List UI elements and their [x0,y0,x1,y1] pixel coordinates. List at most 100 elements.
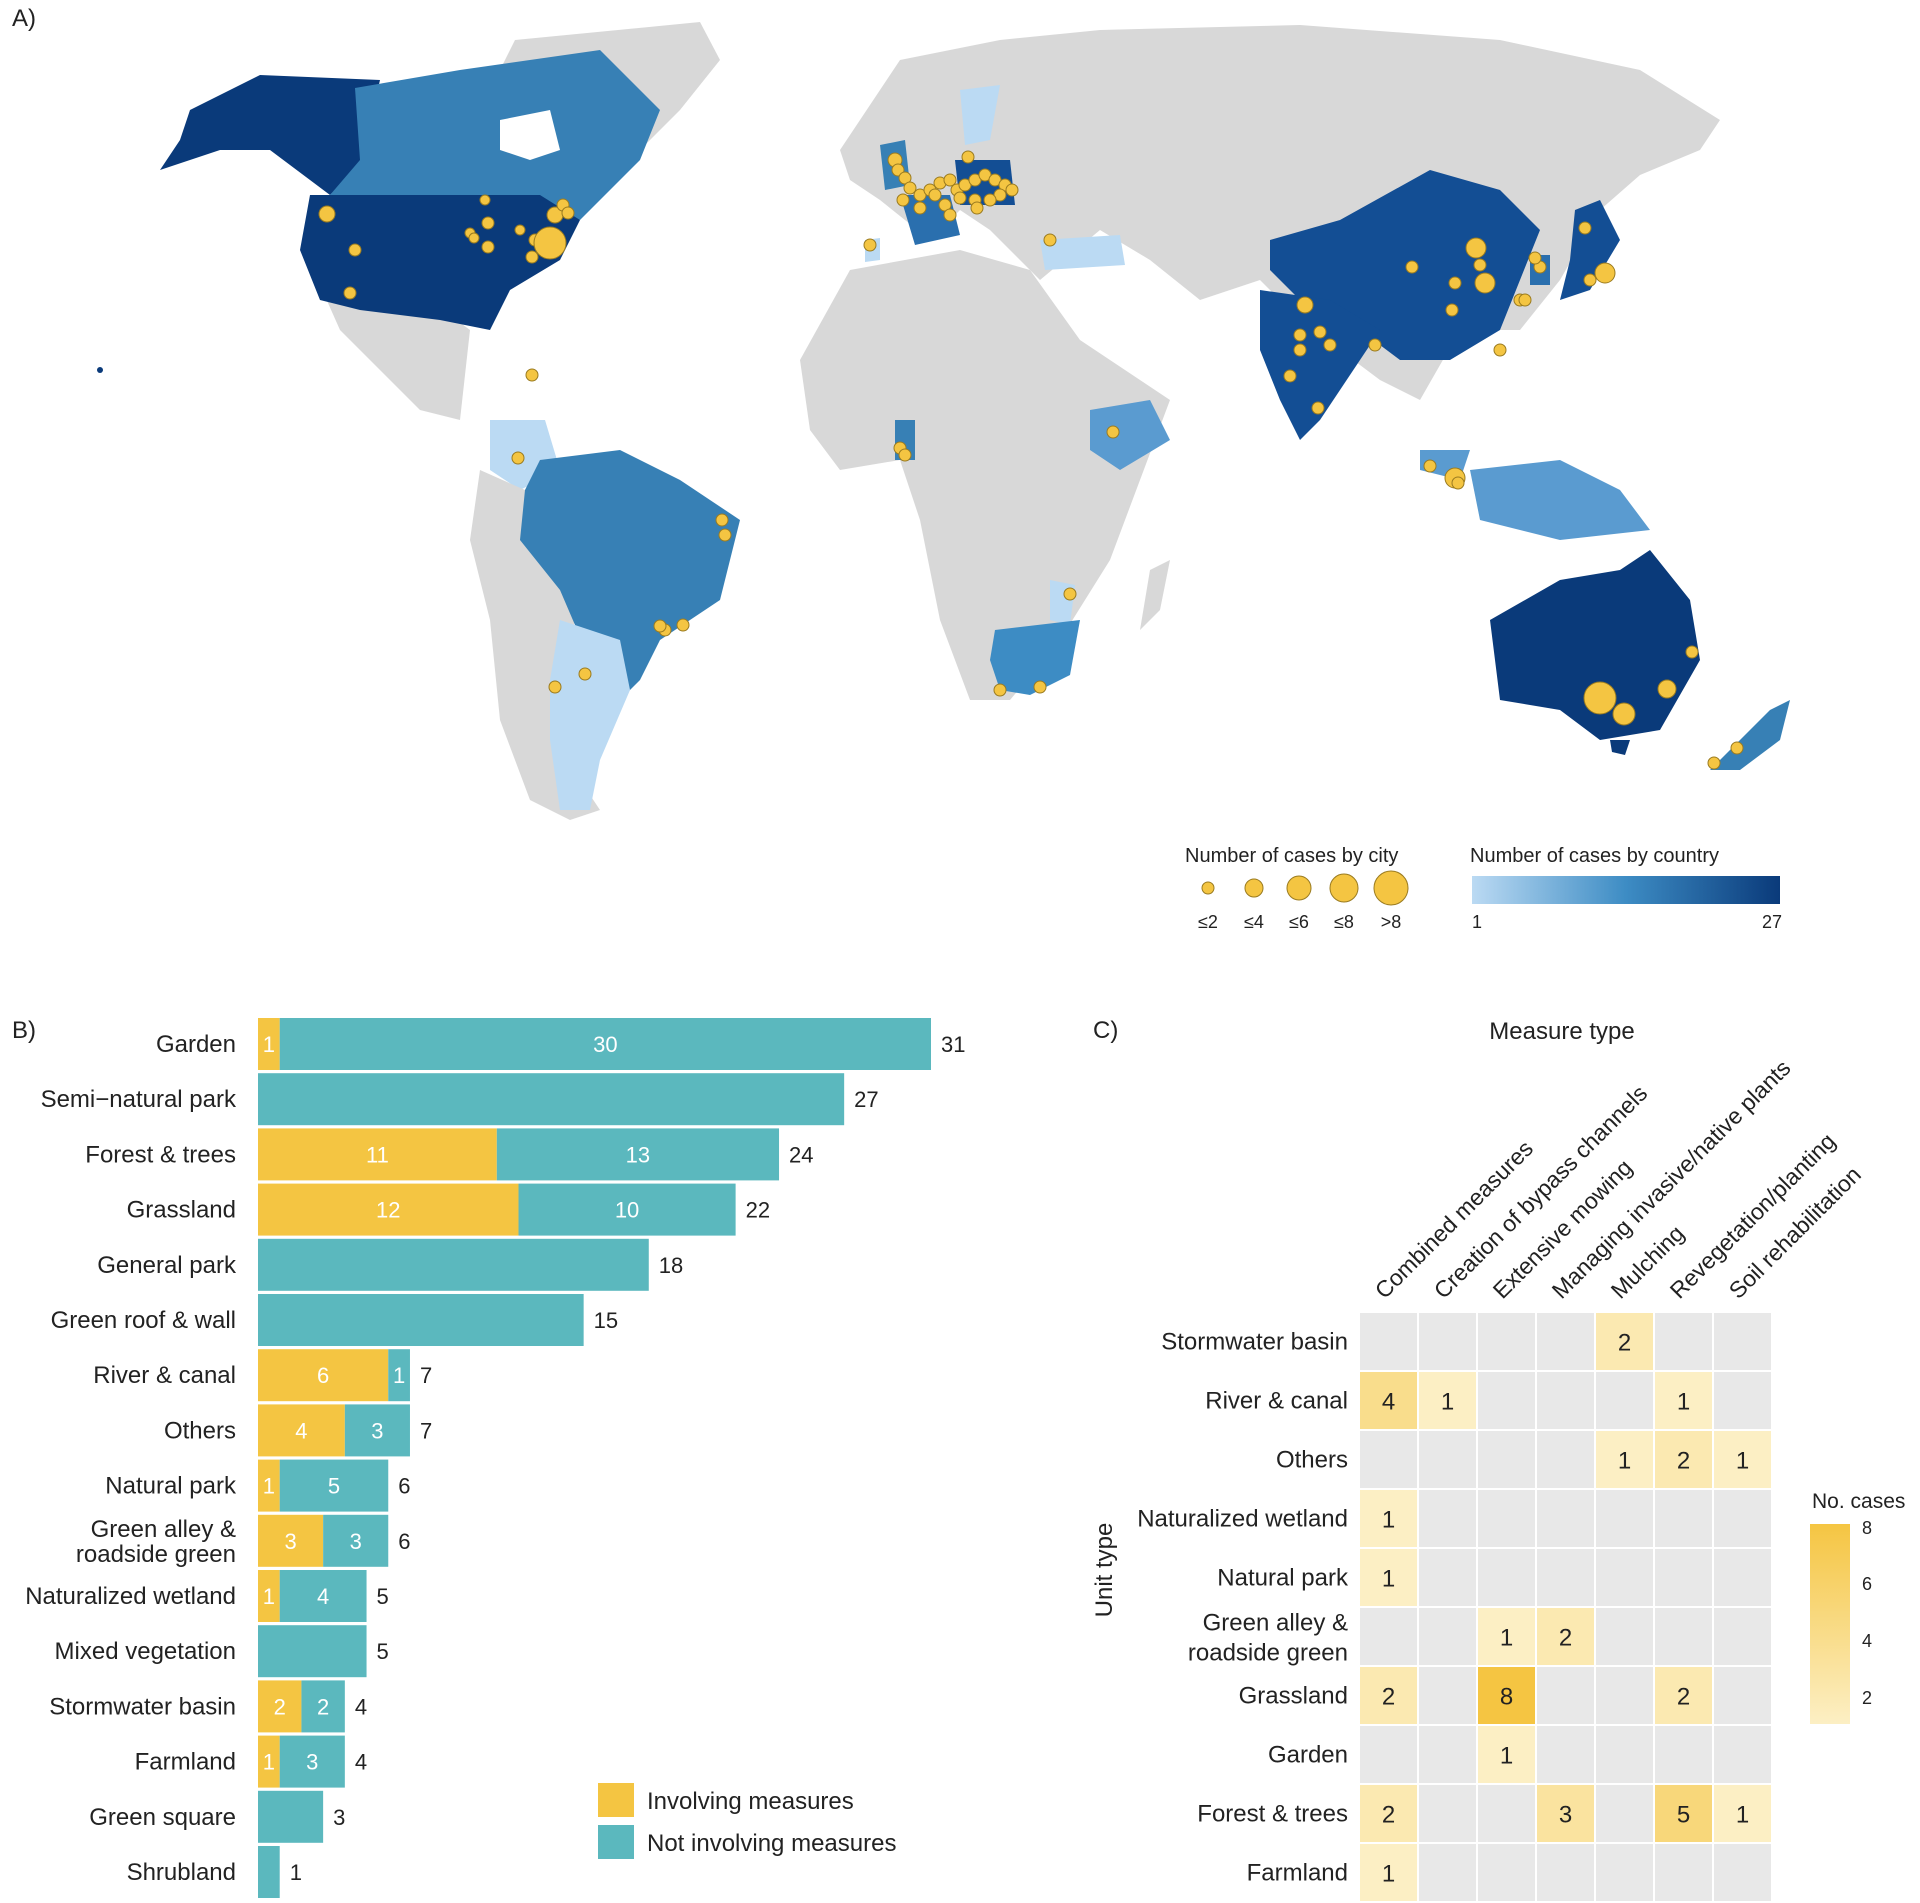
bar-segment-not-involving [258,1238,649,1291]
heatmap-cell-value: 2 [1677,1448,1690,1475]
panel-b-label: B) [12,1017,36,1044]
bar-segment-not-involving [258,1294,584,1346]
world-map [97,22,1790,820]
heatmap-chart: 2 4 1 1 1 2 1 1 1 1 2 2 8 2 1 2 3 5 1 1 Stormwater basin Rive… [1137,1055,1866,1903]
city-marker [898,448,912,462]
heatmap-cell-value: 1 [1618,1448,1631,1475]
heatmap-cell-value: 1 [1677,1389,1690,1416]
bar-segment-not-involving [301,1680,345,1733]
heatmap-cell [1655,1785,1712,1842]
heatmap-cell-value: 3 [1559,1802,1572,1829]
legend-city-label: ≤4 [1244,912,1264,932]
country-usa [300,195,580,330]
legend-city-label: ≤8 [1334,912,1354,932]
city-marker [1685,645,1699,659]
heatmap-cell-value: 1 [1736,1802,1749,1829]
bar-value-not-involving: 10 [615,1198,639,1223]
bar-value-not-involving: 30 [593,1032,617,1057]
bar-segment-not-involving [279,1735,345,1788]
city-marker [1528,251,1542,265]
bar-total-label: 24 [789,1142,813,1167]
bar-category-label: Mixed vegetation [55,1638,236,1665]
city-marker [970,201,984,215]
bar-category-label: Garden [156,1031,236,1058]
panel-a: A) [12,5,1790,932]
city-marker [1445,303,1459,317]
city-marker [903,181,917,195]
bar-value-involving: 4 [295,1418,307,1443]
heatmap-row-label: Grassland [1239,1683,1348,1710]
bar-category-label: Stormwater basin [49,1693,236,1720]
bar-category-label: Green roof & wall [51,1307,236,1334]
city-marker [318,205,336,223]
heatmap-cell-value: 2 [1677,1684,1690,1711]
heatmap-cell [1537,1785,1594,1842]
bar-total-label: 4 [355,1750,367,1775]
bar-segment-involving [258,1570,280,1622]
bar-total-label: 27 [854,1087,878,1112]
legend-country: Number of cases by country 1 27 [1470,845,1782,932]
country-argentina [550,620,630,810]
bar-segment-not-involving [496,1128,780,1181]
city-marker [511,451,525,465]
heatmap-legend-title: No. cases [1812,1490,1905,1513]
bar-value-not-involving: 3 [350,1529,362,1554]
bar-category-label: Naturalized wetland [25,1583,236,1610]
bar-segment-not-involving [258,1625,367,1678]
heatmap-cell-value: 5 [1677,1802,1690,1829]
bar-category-label: Shrubland [127,1859,236,1886]
heatmap-cell [1596,1313,1653,1370]
bar-value-not-involving: 13 [626,1142,650,1167]
bar-category-label: Natural park [105,1473,237,1500]
city-marker [896,193,910,207]
city-marker [514,224,526,236]
heatmap-row-label: Stormwater basin [1161,1329,1348,1356]
bar-category-label: Semi−natural park [41,1086,237,1113]
heatmap-legend-tick-label: 8 [1862,1518,1872,1538]
legend-country-title: Number of cases by country [1470,845,1719,867]
legend-city-circle [1201,881,1215,895]
heatmap-cell [1714,1431,1771,1488]
bar-segment-involving [258,1128,497,1181]
heatmap-cell [1655,1667,1712,1724]
bar-value-involving: 11 [366,1142,389,1167]
heatmap-cell [1360,1549,1417,1606]
city-marker [913,201,927,215]
city-marker [943,173,957,187]
legend-city-label: >8 [1381,912,1402,932]
heatmap-legend-gradient [1810,1524,1850,1724]
bar-total-label: 18 [659,1253,683,1278]
heatmap-cell-value: 1 [1736,1448,1749,1475]
city-marker [1657,679,1677,699]
legend-city-circle [1329,873,1359,903]
city-marker [1405,260,1419,274]
bar-total-label: 7 [420,1418,432,1443]
country-indonesia [1470,460,1650,540]
legend-city-title: Number of cases by city [1185,845,1398,867]
city-marker [1063,587,1077,601]
city-marker [1293,343,1307,357]
bar-category-label: Grassland [127,1197,236,1224]
bar-category-label: Green square [89,1804,236,1831]
bar-value-involving: 1 [263,1584,275,1609]
bar-segment-involving [258,1514,324,1567]
city-marker [953,191,967,205]
city-marker [653,619,667,633]
country-japan [1560,200,1620,300]
bar-value-involving: 12 [376,1198,400,1223]
heatmap-cell [1655,1372,1712,1429]
heatmap-y-title: Unit type [1091,1523,1118,1618]
heatmap-cell [1596,1431,1653,1488]
city-marker [1043,233,1057,247]
country-usa-alaska [160,75,380,195]
city-marker [479,194,491,206]
city-marker [928,188,942,202]
heatmap-cell-value: 1 [1500,1743,1513,1770]
heatmap-cell [1419,1372,1476,1429]
bar-total-label: 3 [333,1805,345,1830]
heatmap-legend-tick-label: 4 [1862,1631,1872,1651]
legend-city: Number of cases by city ≤2 ≤4 ≤6 ≤8 >8 [1185,845,1409,932]
country-canada [330,50,660,220]
